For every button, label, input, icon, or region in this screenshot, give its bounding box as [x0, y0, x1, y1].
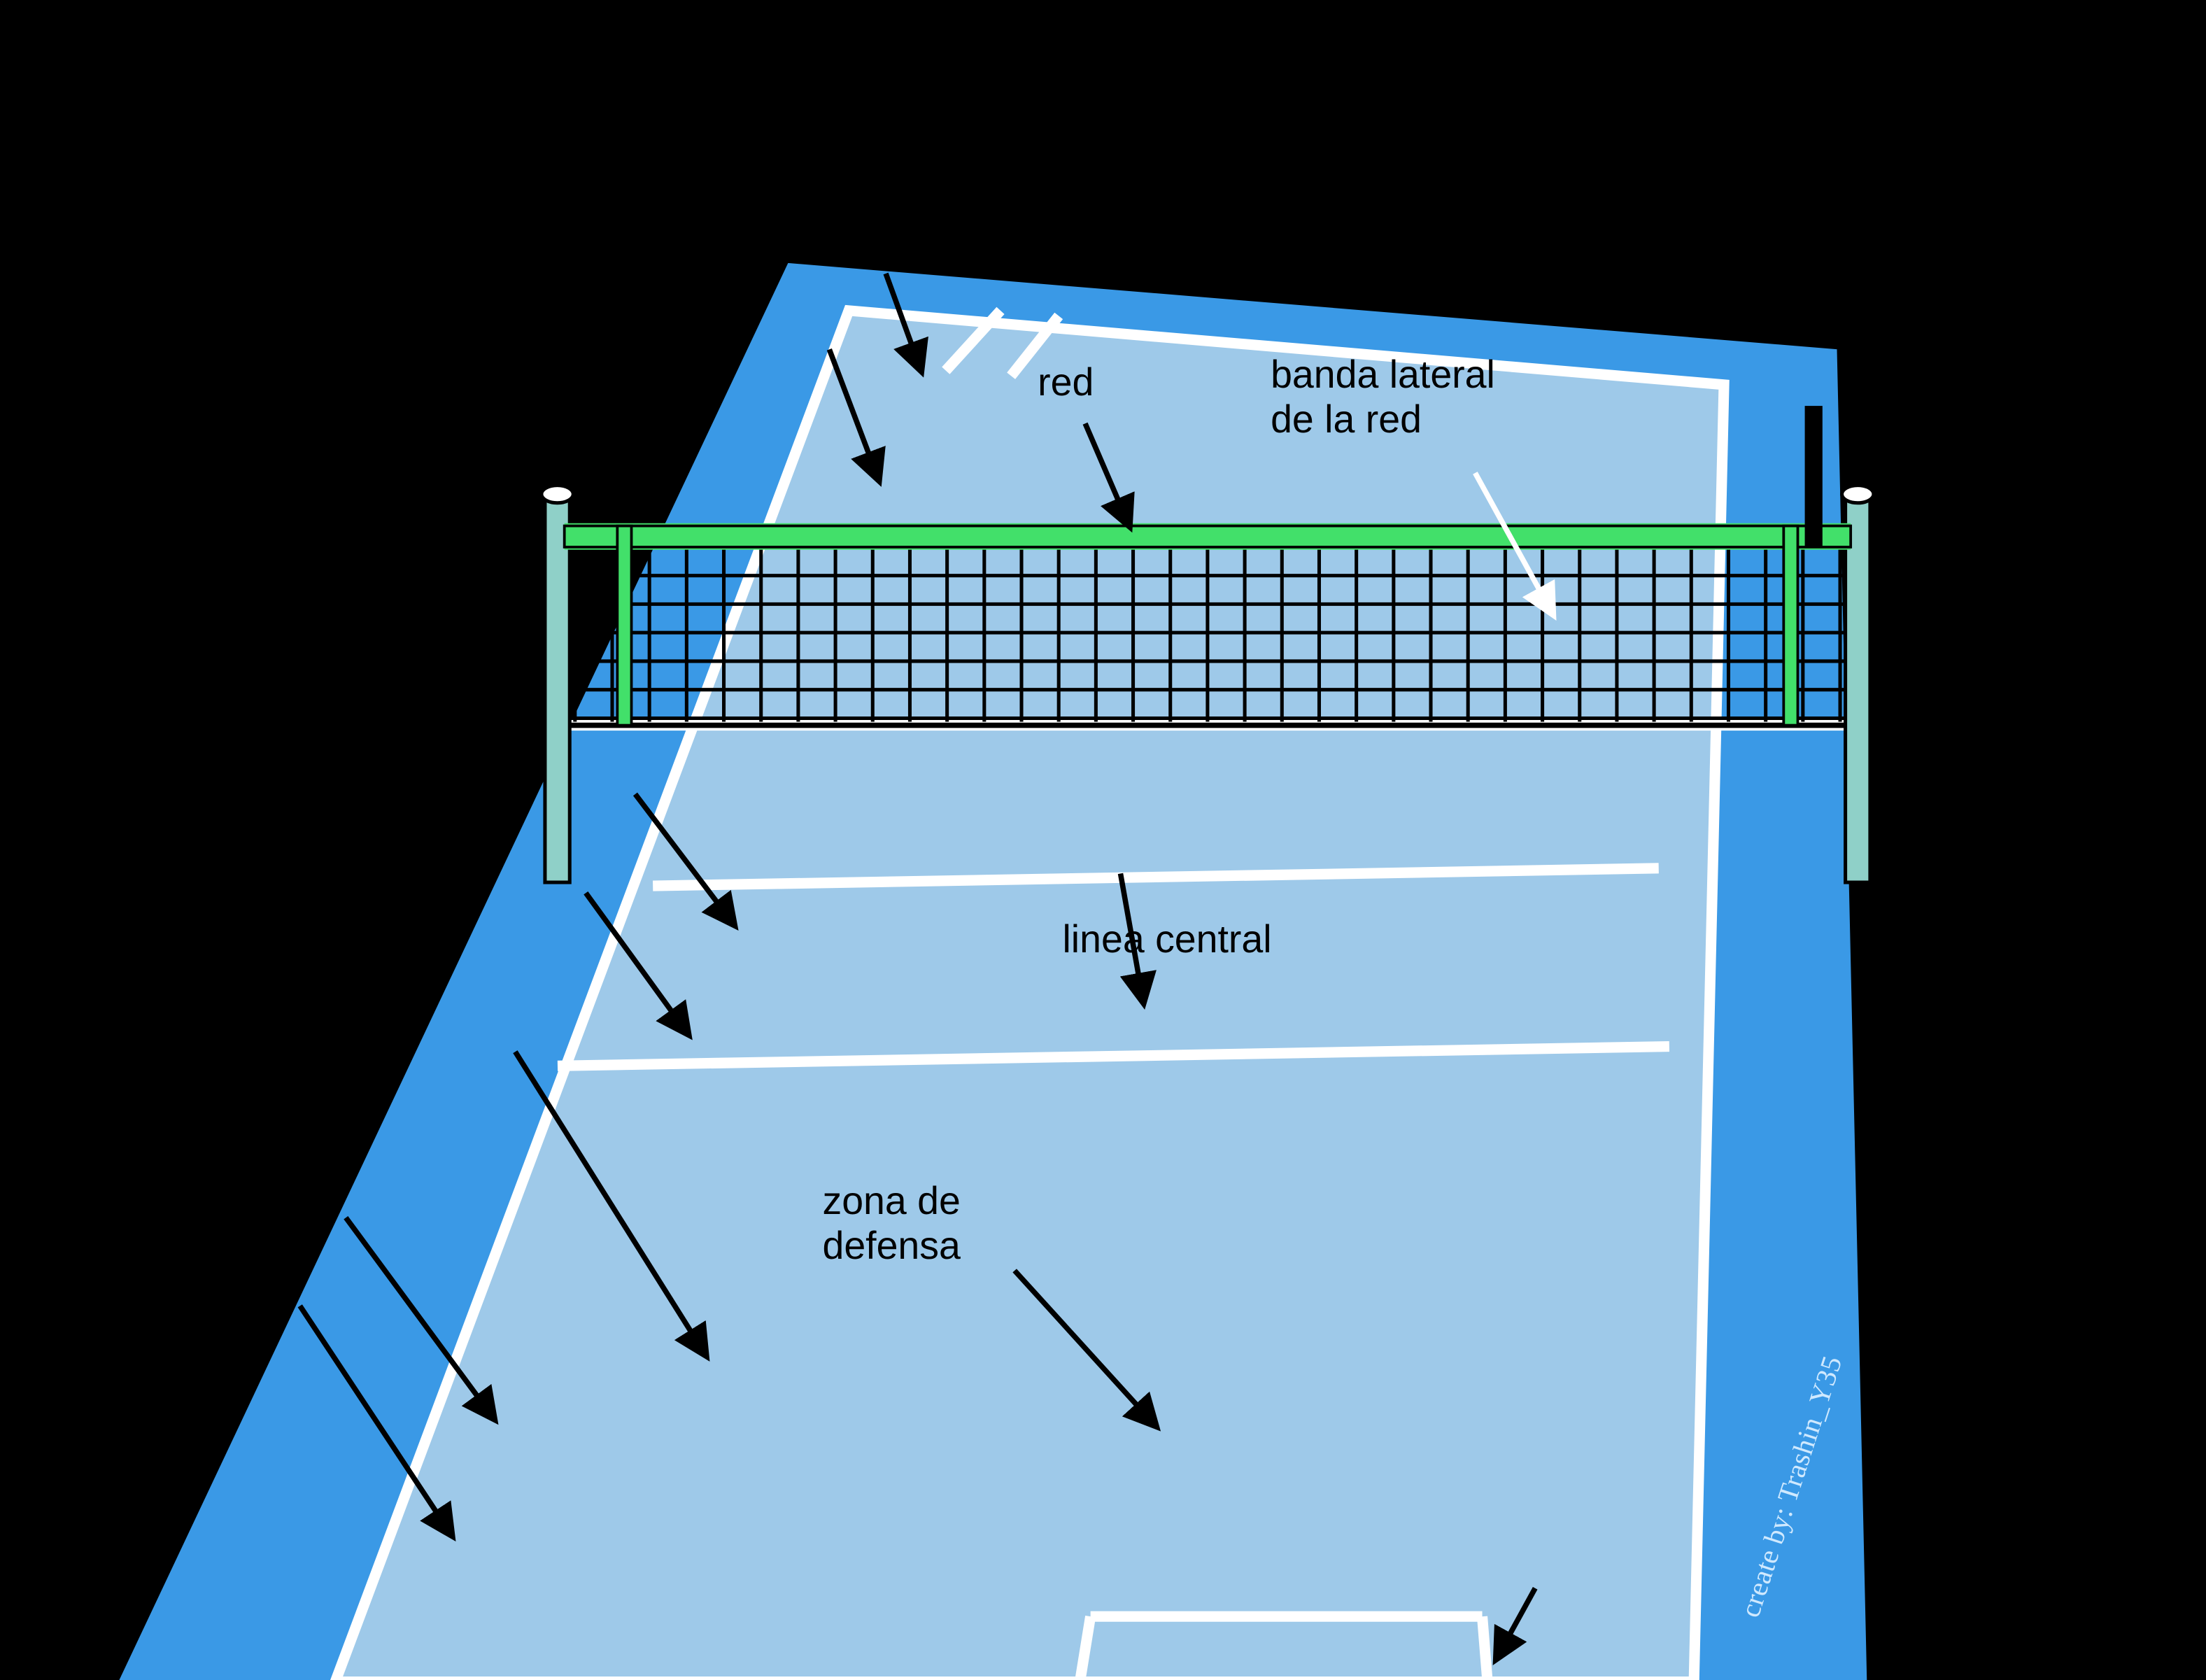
label-zona-defensa: zona de defensa: [822, 1179, 960, 1269]
court-svg: [0, 0, 2206, 1680]
label-linea-central: linea central: [1062, 917, 1271, 962]
court-group: [117, 261, 1869, 1680]
diagram-stage: red banda lateral de la red linea centra…: [0, 0, 2206, 1680]
label-red: red: [1038, 360, 1094, 405]
dimension-bracket: [1921, 406, 1960, 900]
label-banda-lateral: banda lateral de la red: [1271, 353, 1495, 442]
